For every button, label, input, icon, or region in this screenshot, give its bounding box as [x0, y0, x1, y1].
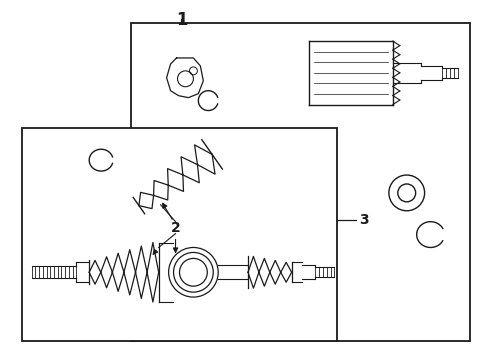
Text: 1: 1	[176, 11, 187, 29]
Bar	[22, 129, 337, 341]
Bar	[131, 23, 470, 341]
Text: 3: 3	[359, 213, 369, 227]
Text: 2: 2	[171, 221, 180, 235]
